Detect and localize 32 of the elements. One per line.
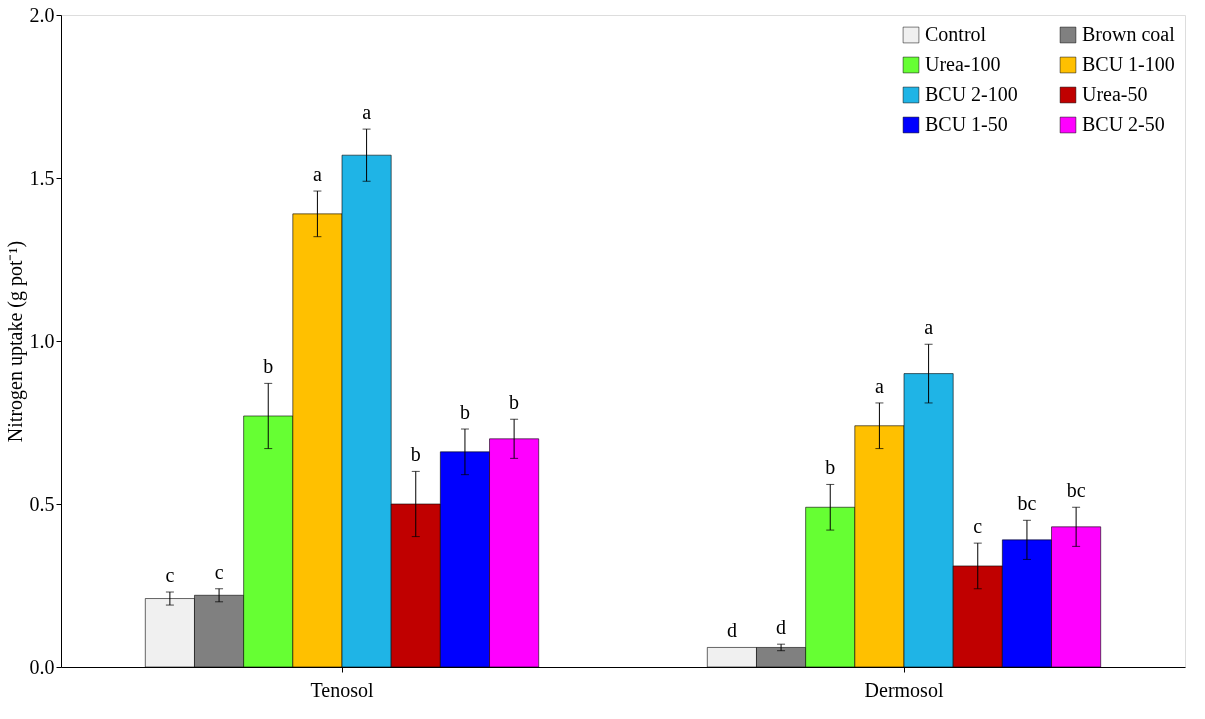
data-label: a <box>312 163 322 186</box>
legend-label: BCU 1-50 <box>925 113 1008 135</box>
data-label: a <box>924 316 934 339</box>
legend-label: BCU 1-100 <box>1082 53 1175 75</box>
y-tick-label: 0.0 <box>29 655 55 678</box>
data-label: bc <box>1066 479 1086 502</box>
data-label: c <box>165 564 175 587</box>
data-label: a <box>874 374 884 397</box>
data-label: c <box>973 515 983 538</box>
data-label: c <box>214 560 224 583</box>
y-axis-title: Nitrogen uptake (g pot⁻¹) <box>3 240 27 443</box>
data-label: d <box>726 619 737 642</box>
legend-label: Urea-100 <box>925 53 1001 75</box>
x-tick-label: Dermosol <box>864 678 944 701</box>
data-label: b <box>410 443 421 466</box>
x-tick-label: Tenosol <box>310 678 374 701</box>
data-label: b <box>509 391 520 414</box>
data-label: b <box>825 456 836 479</box>
legend-label: BCU 2-50 <box>1082 113 1165 135</box>
data-label: a <box>362 101 372 124</box>
data-label: bc <box>1017 492 1037 515</box>
data-label: d <box>776 616 787 639</box>
legend-label: Brown coal <box>1082 23 1176 45</box>
y-tick-label: 2.0 <box>29 3 55 26</box>
data-label: b <box>459 401 470 424</box>
y-tick-label: 1.5 <box>29 166 55 189</box>
data-label: b <box>263 355 274 378</box>
legend-label: BCU 2-100 <box>925 83 1018 105</box>
y-tick-label: 0.5 <box>29 492 55 515</box>
legend-label: Control <box>925 23 987 45</box>
y-tick-label: 1.0 <box>29 329 55 352</box>
legend-label: Urea-50 <box>1082 83 1148 105</box>
